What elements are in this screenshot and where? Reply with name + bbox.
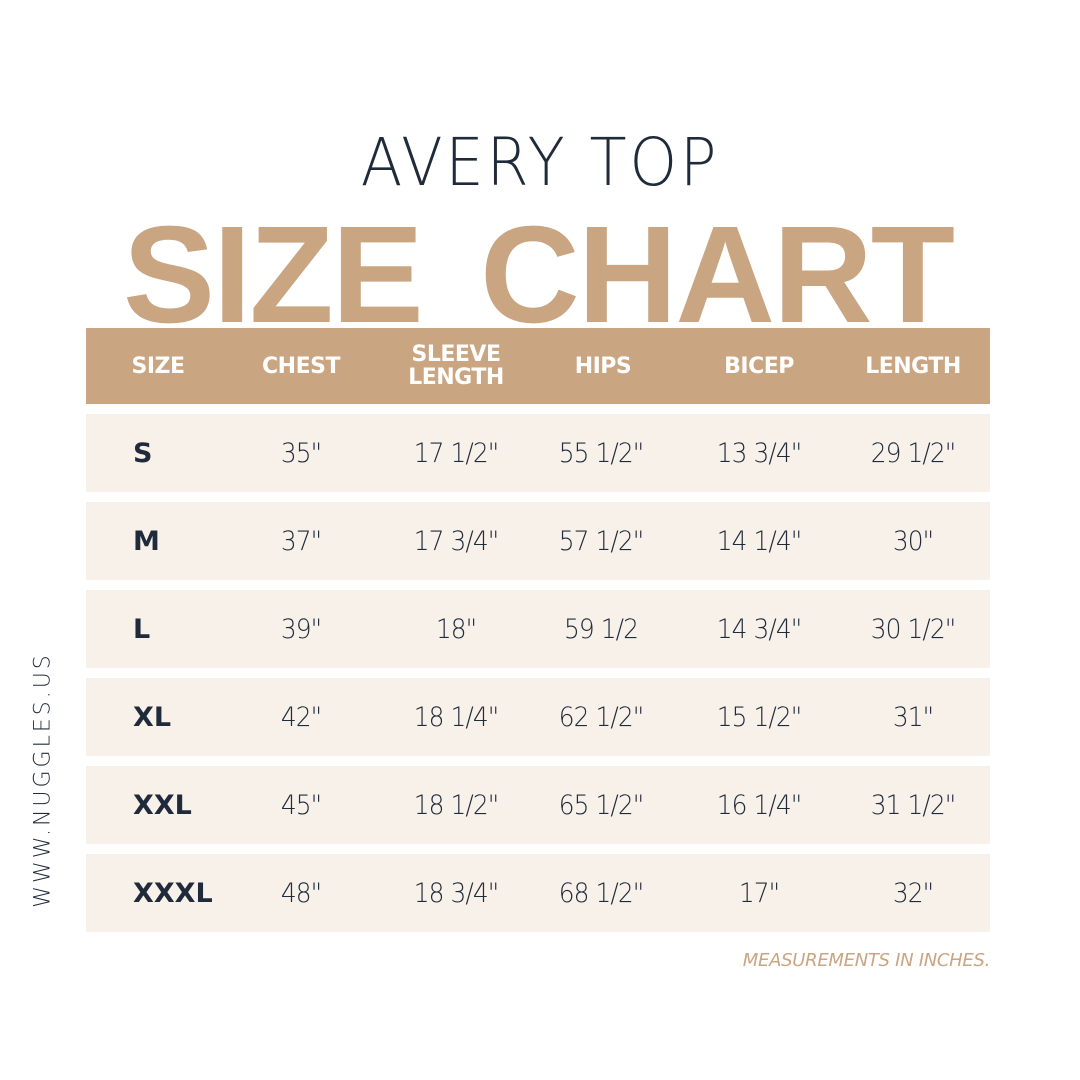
header-length: LENGTH: [865, 353, 961, 379]
size-cell: XXXL: [133, 877, 213, 909]
bicep-cell: 14 3/4": [716, 613, 802, 645]
length-cell: 32": [892, 877, 934, 909]
table-row: XL 42" 18 1/4" 62 1/2" 15 1/2" 31": [86, 678, 990, 756]
header-chest: CHEST: [262, 353, 340, 379]
chest-cell: 39": [280, 613, 322, 645]
header-bicep: BICEP: [724, 353, 794, 379]
sleeve-length-cell: 17 1/2": [413, 437, 499, 469]
size-cell: S: [133, 437, 153, 469]
bicep-cell: 17": [738, 877, 780, 909]
hips-cell: 65 1/2": [558, 789, 644, 821]
length-cell: 30": [892, 525, 934, 557]
header-sleeve-length: SLEEVE LENGTH: [408, 342, 504, 390]
bicep-cell: 14 1/4": [716, 525, 802, 557]
table-row: S 35" 17 1/2" 55 1/2" 13 3/4" 29 1/2": [86, 414, 990, 492]
website-url: WWW.NUGGLES.US: [30, 652, 56, 908]
table-row: M 37" 17 3/4" 57 1/2" 14 1/4" 30": [86, 502, 990, 580]
hips-cell: 57 1/2": [558, 525, 644, 557]
size-chart-heading: SIZE CHART: [86, 206, 990, 330]
size-chart-heading-text: SIZE CHART: [123, 206, 955, 330]
bicep-cell: 13 3/4": [716, 437, 802, 469]
bicep-cell: 16 1/4": [716, 789, 802, 821]
table-row: XXL 45" 18 1/2" 65 1/2" 16 1/4" 31 1/2": [86, 766, 990, 844]
size-cell: L: [133, 613, 151, 645]
size-cell: XL: [133, 701, 172, 733]
chest-cell: 42": [280, 701, 322, 733]
length-cell: 31 1/2": [870, 789, 956, 821]
header-hips: HIPS: [574, 353, 632, 379]
chest-cell: 45": [280, 789, 322, 821]
bicep-cell: 15 1/2": [716, 701, 802, 733]
sleeve-length-cell: 18 1/2": [413, 789, 499, 821]
sleeve-length-cell: 18 3/4": [413, 877, 499, 909]
table-row: XXXL 48" 18 3/4" 68 1/2" 17" 32": [86, 854, 990, 932]
chest-cell: 48": [280, 877, 322, 909]
sleeve-length-cell: 18": [435, 613, 477, 645]
length-cell: 29 1/2": [870, 437, 956, 469]
chest-cell: 35": [280, 437, 322, 469]
hips-cell: 59 1/2: [564, 613, 639, 645]
sleeve-length-cell: 17 3/4": [413, 525, 499, 557]
length-cell: 30 1/2": [870, 613, 956, 645]
hips-cell: 55 1/2": [558, 437, 644, 469]
table-row: L 39" 18" 59 1/2 14 3/4" 30 1/2": [86, 590, 990, 668]
chest-cell: 37": [280, 525, 322, 557]
hips-cell: 62 1/2": [558, 701, 644, 733]
header-size: SIZE: [131, 353, 185, 379]
measurement-footnote: MEASUREMENTS IN INCHES.: [742, 950, 991, 971]
sleeve-length-cell: 18 1/4": [413, 701, 499, 733]
table-header: SIZE CHEST SLEEVE LENGTH HIPS BICEP LENG…: [86, 326, 990, 404]
length-cell: 31": [892, 701, 934, 733]
product-title: AVERY TOP: [360, 124, 720, 201]
size-cell: M: [133, 525, 160, 557]
hips-cell: 68 1/2": [558, 877, 644, 909]
size-cell: XXL: [133, 789, 192, 821]
